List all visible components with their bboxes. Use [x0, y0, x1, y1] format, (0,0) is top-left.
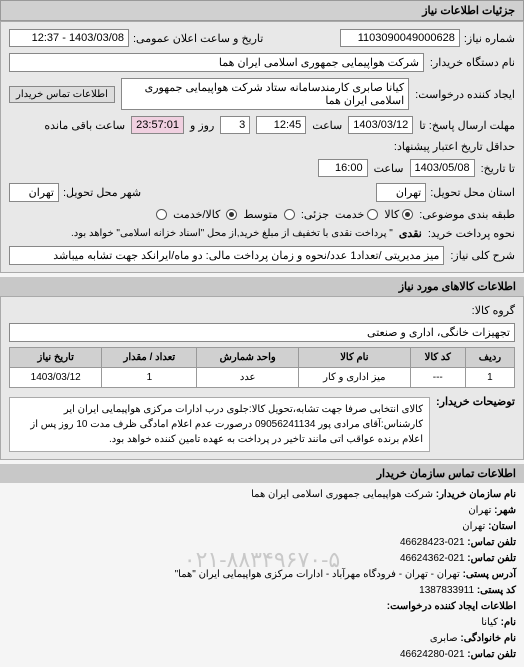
c-city-label: شهر: [494, 505, 516, 516]
announce-value: 1403/03/08 - 12:37 [9, 29, 129, 47]
remain-label: ساعت باقی مانده [44, 119, 125, 132]
group-value: تجهیزات خانگی، اداری و صنعتی [9, 323, 515, 342]
announce-label: تاریخ و ساعت اعلان عمومی: [133, 32, 263, 45]
buyer-desc-label: توضیحات خریدار: [436, 395, 515, 408]
group-label: گروه کالا: [472, 304, 515, 317]
deadline-label: مهلت ارسال پاسخ: تا [419, 119, 515, 132]
c-name: کیانا [481, 617, 498, 628]
remain-time: 23:57:01 [131, 116, 184, 134]
th-qty: تعداد / مقدار [102, 348, 197, 368]
c-prov: تهران [462, 521, 485, 532]
buyer-contact-button[interactable]: اطلاعات تماس خریدار [9, 86, 115, 103]
radio-kala[interactable]: کالا [384, 208, 413, 221]
th-name: نام کالا [299, 348, 411, 368]
cell-date: 1403/03/12 [10, 368, 102, 388]
contact-section-title: اطلاعات تماس سازمان خریدار [0, 464, 524, 483]
creator-section: اطلاعات ایجاد کننده درخواست: [387, 601, 516, 612]
org-label: نام سازمان خریدار: [436, 489, 516, 500]
c-city: تهران [468, 505, 491, 516]
summary-value: میز مدیریتی /تعداد1 عدد/نحوه و زمان پردا… [9, 246, 444, 265]
radio-mid[interactable] [226, 209, 237, 220]
split-label: جزئی: [301, 208, 329, 221]
th-row: ردیف [465, 348, 514, 368]
goods-section-title: اطلاعات کالاهای مورد نیاز [0, 277, 524, 296]
cell-name: میز اداری و کار [299, 368, 411, 388]
c-family: صابری [430, 633, 458, 644]
cell-qty: 1 [102, 368, 197, 388]
c-prov-label: استان: [488, 521, 516, 532]
c-tel-label: تلفن تماس: [467, 649, 516, 660]
radio-khadamat-label: خدمت [335, 208, 364, 221]
buyer-org-value: شرکت هواپیمایی جمهوری اسلامی ایران هما [9, 53, 424, 72]
need-number-label: شماره نیاز: [464, 32, 515, 45]
c-addr-label: آدرس پستی: [463, 569, 516, 580]
c-postal-label: کد پستی: [477, 585, 516, 596]
org-value: شرکت هواپیمایی جمهوری اسلامی ایران هما [251, 489, 433, 500]
c-addr: تهران - تهران - فرودگاه مهرآباد - ادارات… [175, 569, 460, 580]
place-label: استان محل تحویل: [430, 186, 515, 199]
c-fax-label: تلفن تماس: [467, 553, 516, 564]
c-phone-label: تلفن تماس: [467, 537, 516, 548]
city-label: شهر محل تحویل: [63, 186, 141, 199]
c-name-label: نام: [501, 617, 516, 628]
radio-payment[interactable] [156, 209, 167, 220]
table-row: 1 --- میز اداری و کار عدد 1 1403/03/12 [10, 368, 515, 388]
c-fax: 021-46624362 [400, 553, 465, 564]
buyer-desc-text: کالای انتخابی صرفا جهت تشابه،تحویل کالا:… [9, 397, 430, 452]
summary-label: شرح کلی نیاز: [450, 249, 515, 262]
split-mid-label: متوسط [243, 208, 278, 221]
payment-method: نقدی [399, 227, 422, 240]
delivery-time: 16:00 [318, 159, 368, 177]
delivery-date-label: حداقل تاریخ اعتبار پیشنهاد: [394, 140, 515, 153]
radio-kala-label: کالا [384, 208, 399, 221]
payment-label: کالا/خدمت [173, 208, 220, 221]
c-family-label: نام خانوادگی: [460, 633, 516, 644]
radio-dot-icon [402, 209, 413, 220]
cell-code: --- [410, 368, 465, 388]
packaging-label: طبقه بندی موضوعی: [419, 208, 515, 221]
delivery-until-label: تا تاریخ: [481, 162, 515, 175]
requester-value: کیانا صابری کارمندسامانه ستاد شرکت هواپی… [121, 78, 409, 110]
cell-row: 1 [465, 368, 514, 388]
deadline-time: 12:45 [256, 116, 306, 134]
delivery-date: 1403/05/08 [410, 159, 475, 177]
place-value: تهران [376, 183, 426, 202]
th-date: تاریخ نیاز [10, 348, 102, 368]
c-phone: 021-46628423 [400, 537, 465, 548]
time-label-2: ساعت [374, 162, 404, 175]
radio-dot-icon [284, 209, 295, 220]
radio-dot-icon [226, 209, 237, 220]
deadline-date: 1403/03/12 [348, 116, 413, 134]
radio-dot-icon [367, 209, 378, 220]
day-count: 3 [220, 116, 250, 134]
city-value: تهران [9, 183, 59, 202]
c-postal: 1387833911 [419, 585, 474, 596]
requester-label: ایجاد کننده درخواست: [415, 88, 515, 101]
payment-note: " پرداخت نقدی با تخفیف از مبلغ خرید,از م… [71, 228, 393, 239]
cell-unit: عدد [197, 368, 299, 388]
th-code: کد کالا [410, 348, 465, 368]
c-tel: 021-46624280 [400, 649, 465, 660]
day-and-label: روز و [190, 119, 214, 132]
payment-method-label: نحوه پرداخت خرید: [428, 227, 515, 240]
radio-dot-icon [156, 209, 167, 220]
need-number-value: 1103090049000628 [340, 29, 460, 47]
time-label-1: ساعت [312, 119, 342, 132]
th-unit: واحد شمارش [197, 348, 299, 368]
buyer-org-label: نام دستگاه خریدار: [430, 56, 515, 69]
radio-khadamat[interactable]: خدمت [335, 208, 378, 221]
radio-split[interactable] [284, 209, 295, 220]
goods-table: ردیف کد کالا نام کالا واحد شمارش تعداد /… [9, 347, 515, 388]
panel-title: جزئیات اطلاعات نیاز [0, 0, 524, 21]
